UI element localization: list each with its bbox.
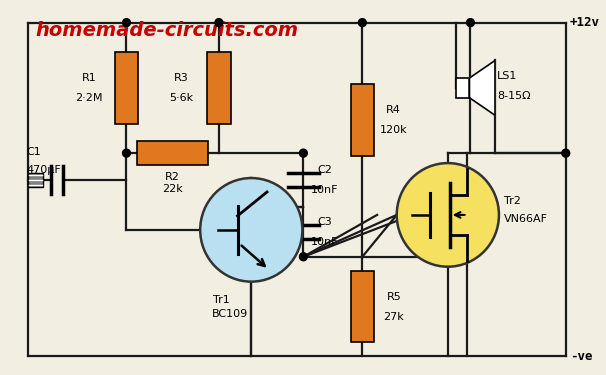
Text: 10nF: 10nF	[311, 237, 339, 247]
Text: BC109: BC109	[211, 309, 248, 318]
Bar	[115, 52, 138, 124]
Text: VN66AF: VN66AF	[504, 214, 548, 224]
Circle shape	[562, 149, 570, 157]
Text: 10nF: 10nF	[311, 185, 339, 195]
Text: homemade-circuits.com: homemade-circuits.com	[35, 21, 298, 40]
Text: +12v: +12v	[570, 16, 600, 29]
Polygon shape	[470, 60, 495, 115]
Bar	[456, 78, 470, 98]
Text: 470μF: 470μF	[26, 165, 61, 175]
Circle shape	[215, 19, 223, 27]
Circle shape	[122, 149, 130, 157]
Text: 27k: 27k	[384, 312, 404, 321]
Bar	[28, 173, 43, 187]
Text: R5: R5	[387, 292, 401, 302]
Circle shape	[397, 163, 499, 267]
Text: C2: C2	[318, 165, 333, 175]
Text: 8-15Ω: 8-15Ω	[497, 91, 531, 101]
Text: C3: C3	[318, 217, 332, 227]
Text: -ve: -ve	[570, 350, 592, 363]
Bar	[138, 141, 208, 165]
Circle shape	[299, 149, 307, 157]
Circle shape	[467, 19, 474, 27]
Circle shape	[200, 178, 302, 282]
Text: Tr1: Tr1	[213, 295, 230, 304]
Text: 2·2M: 2·2M	[75, 93, 103, 103]
Text: LS1: LS1	[497, 71, 518, 81]
Bar	[207, 52, 231, 124]
Text: 5·6k: 5·6k	[170, 93, 193, 103]
Bar	[350, 271, 374, 342]
Text: R1: R1	[82, 73, 96, 83]
Text: C1: C1	[26, 147, 41, 157]
Text: R4: R4	[387, 105, 401, 115]
Text: R3: R3	[174, 73, 189, 83]
Circle shape	[299, 253, 307, 261]
Bar	[350, 84, 374, 156]
Circle shape	[122, 19, 130, 27]
Text: R2
22k: R2 22k	[162, 172, 183, 194]
Circle shape	[358, 19, 366, 27]
Text: 120k: 120k	[380, 125, 408, 135]
Text: Tr2: Tr2	[504, 196, 521, 206]
